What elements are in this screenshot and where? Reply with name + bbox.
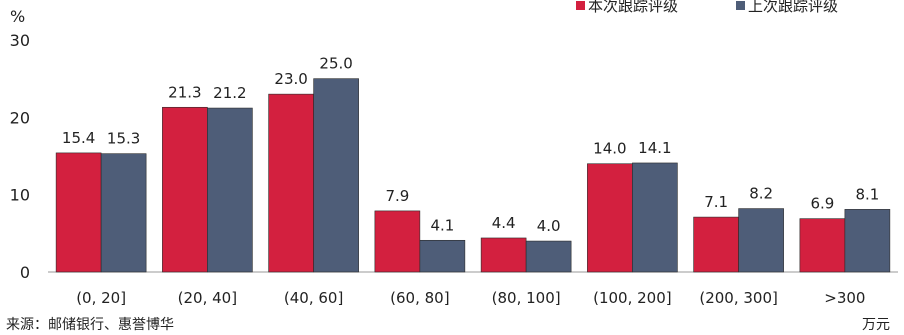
y-tick-label: 20 bbox=[10, 108, 30, 127]
bar-value-label: 4.1 bbox=[430, 216, 454, 234]
bar-previous bbox=[100, 153, 147, 273]
bar-previous bbox=[207, 107, 253, 273]
bar-current bbox=[374, 210, 421, 273]
y-axis-unit-label: % bbox=[10, 7, 25, 26]
y-tick-label: 30 bbox=[10, 31, 30, 50]
y-tick-label: 0 bbox=[20, 263, 30, 282]
bars bbox=[55, 78, 891, 273]
x-tick-label: (100, 200] bbox=[593, 289, 672, 307]
bar-value-label: 23.0 bbox=[274, 70, 307, 88]
bar-value-label: 15.4 bbox=[62, 129, 95, 147]
legend-swatch bbox=[736, 1, 745, 10]
bar-previous bbox=[844, 209, 891, 273]
x-tick-label: (60, 80] bbox=[390, 289, 449, 307]
source-note: 来源：邮储银行、惠誉博华 bbox=[6, 316, 174, 333]
x-tick-label: (20, 40] bbox=[178, 289, 237, 307]
bar-previous bbox=[525, 240, 572, 273]
bar-value-label: 7.9 bbox=[385, 187, 409, 205]
bar-current bbox=[55, 152, 102, 273]
y-axis-ticks: 0 10 20 30 bbox=[10, 31, 30, 282]
bar-previous bbox=[632, 162, 678, 273]
bar-previous bbox=[313, 78, 359, 273]
legend-swatch bbox=[576, 1, 585, 10]
bar-current bbox=[268, 93, 314, 273]
bar-value-label: 6.9 bbox=[810, 195, 834, 213]
bar-value-label: 8.2 bbox=[749, 185, 773, 203]
bar-value-label: 25.0 bbox=[319, 55, 352, 73]
legend: 本次跟踪评级 上次跟踪评级 bbox=[576, 0, 838, 15]
bar-value-label: 21.2 bbox=[213, 84, 246, 102]
y-tick-label: 10 bbox=[10, 186, 30, 205]
bar-value-label: 21.3 bbox=[168, 83, 201, 101]
legend-label: 本次跟踪评级 bbox=[588, 0, 678, 15]
bar-current bbox=[693, 216, 739, 273]
bar-current bbox=[162, 106, 208, 273]
bar-value-label: 14.0 bbox=[593, 140, 626, 158]
bar-value-label: 15.3 bbox=[107, 130, 140, 148]
legend-label: 上次跟踪评级 bbox=[748, 0, 838, 15]
bar-value-label: 4.4 bbox=[492, 214, 516, 232]
bar-current bbox=[587, 163, 633, 273]
bar-value-label: 8.1 bbox=[855, 185, 879, 203]
x-axis-ticks: (0, 20] (20, 40] (40, 60] (60, 80] (80, 100]… bbox=[76, 289, 865, 307]
bar-current bbox=[799, 218, 846, 273]
x-axis-unit-label: 万元 bbox=[862, 317, 890, 333]
x-tick-label: >300 bbox=[824, 289, 865, 307]
x-tick-label: (0, 20] bbox=[76, 289, 126, 307]
bar-previous bbox=[419, 239, 466, 273]
bar-value-label: 4.0 bbox=[537, 217, 561, 235]
bar-value-label: 14.1 bbox=[638, 139, 671, 157]
bar-current bbox=[480, 237, 527, 273]
data-labels: 15.4 15.3 21.3 21.2 23.0 25.0 7.9 4.1 4.4 4.0 14.0… bbox=[62, 55, 879, 235]
bar-previous bbox=[738, 208, 784, 273]
x-tick-label: (80, 100] bbox=[492, 289, 561, 307]
x-tick-label: (200, 300] bbox=[699, 289, 778, 307]
bar-value-label: 7.1 bbox=[704, 193, 728, 211]
x-tick-label: (40, 60] bbox=[284, 289, 343, 307]
